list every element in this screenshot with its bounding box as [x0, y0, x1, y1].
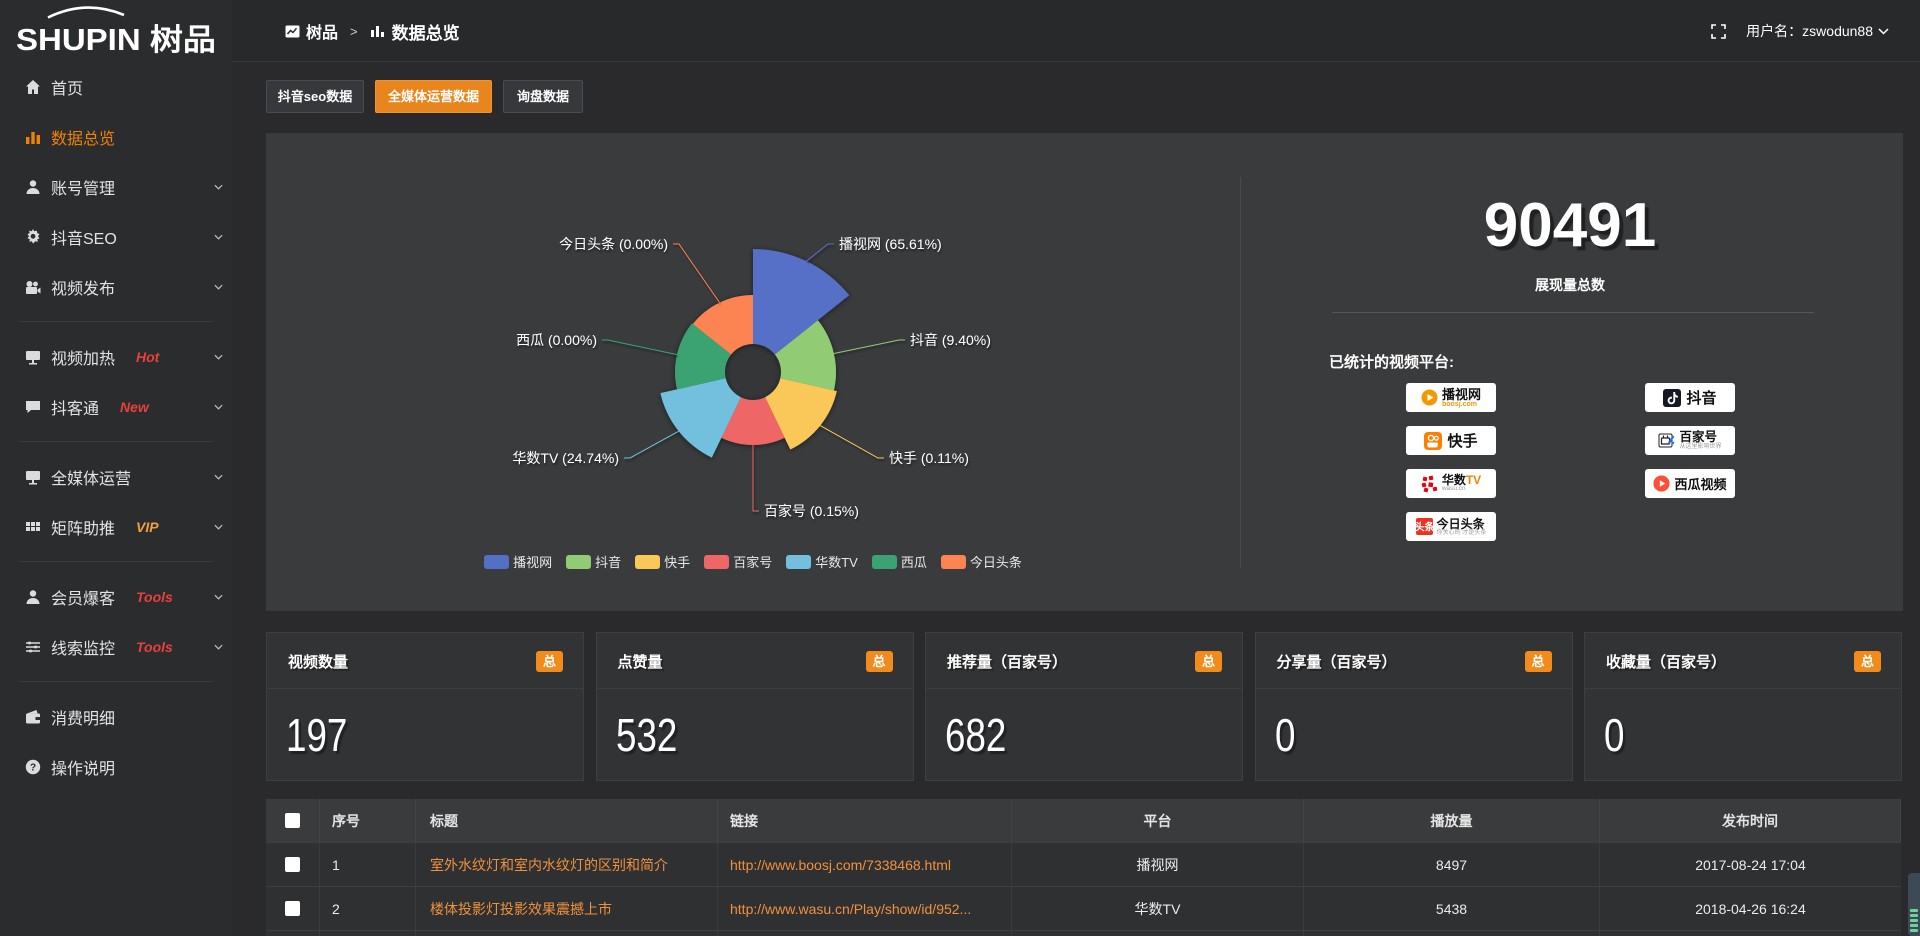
svg-text:华数TV (24.74%): 华数TV (24.74%): [512, 450, 619, 466]
svg-text:?: ?: [30, 762, 36, 773]
svg-text:快手 (0.11%): 快手 (0.11%): [889, 450, 969, 466]
svg-text:抖音 (9.40%): 抖音 (9.40%): [910, 332, 991, 348]
svg-text:百家号 (0.15%): 百家号 (0.15%): [764, 503, 859, 519]
svg-text:头条: 头条: [1416, 521, 1433, 534]
svg-text:播视网 (65.61%): 播视网 (65.61%): [839, 236, 942, 252]
svg-text:西瓜 (0.00%): 西瓜 (0.00%): [516, 332, 597, 348]
svg-text:今日头条 (0.00%): 今日头条 (0.00%): [559, 236, 668, 252]
